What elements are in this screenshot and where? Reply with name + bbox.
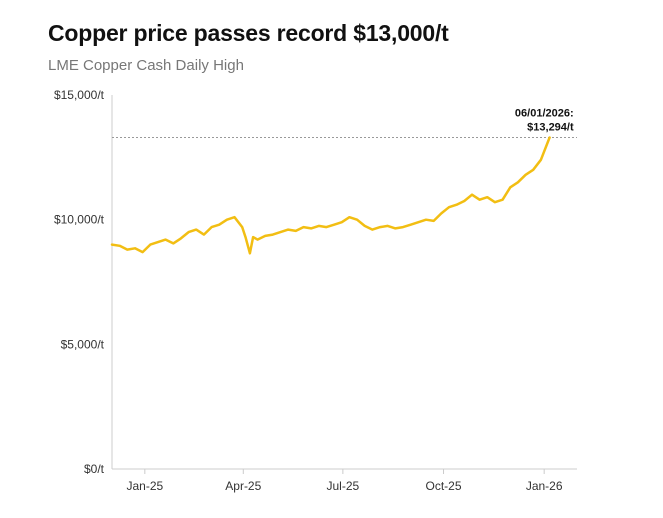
data-point [364,225,366,227]
data-point [471,194,473,196]
data-point [341,221,343,223]
data-point [119,245,121,247]
data-point [318,225,320,227]
data-point [226,219,228,221]
data-point [149,244,151,246]
data-point [371,229,373,231]
chart-title: Copper price passes record $13,000/t [48,20,449,46]
data-point [233,216,236,218]
data-point [325,226,327,228]
data-point [295,230,297,232]
data-point [180,237,182,239]
data-point [211,226,213,228]
data-point [549,136,551,139]
data-point [463,200,465,202]
y-tick-label: $15,000/t [54,88,105,102]
data-point [252,236,254,238]
data-point [517,181,519,183]
x-axis: Jan-25 Apr-25 Jul-25 Oct-25 Jan-26 [112,468,577,493]
data-point [279,231,282,233]
data-point [203,234,205,236]
data-point [356,219,358,221]
data-point [394,227,396,229]
data-point [525,174,527,176]
data-point [188,231,190,233]
data-point [333,224,335,226]
data-point [387,225,389,227]
annotation-value: $13,294/t [527,122,574,134]
series-group [110,136,551,255]
data-point [486,196,488,198]
data-point [379,226,381,228]
data-point [272,234,274,236]
data-point [111,244,113,246]
data-point [433,220,435,222]
data-point [157,241,159,243]
y-tick-label: $5,000/t [61,337,105,351]
data-point [502,199,504,201]
data-point [126,249,128,251]
data-point [195,229,197,231]
data-point [448,206,450,208]
data-point [256,239,259,241]
data-point [310,227,312,229]
data-point [402,226,404,228]
data-point [134,247,136,249]
data-point [172,242,174,244]
x-tick-label: Jul-25 [327,479,360,493]
annotation-group: 06/01/2026: $13,294/t [112,108,577,139]
data-point [348,216,350,218]
x-tick-label: Apr-25 [225,479,261,493]
data-point [244,236,247,238]
chart-subtitle: LME Copper Cash Daily High [48,57,244,74]
data-point [479,199,481,201]
data-point [456,204,458,206]
data-point [540,159,542,161]
data-point [302,226,305,228]
y-tick-label: $10,000/t [54,213,105,227]
price-series-line [110,136,551,255]
data-point [264,235,266,237]
data-point [241,226,243,228]
data-point [425,219,427,221]
data-point [165,239,167,241]
data-point [509,186,511,188]
data-point [440,212,442,214]
x-tick-label: Oct-25 [426,479,462,493]
y-tick-label: $0/t [84,462,105,476]
data-point [287,229,289,231]
x-tick-label: Jan-25 [126,479,163,493]
data-point [249,252,251,254]
data-point [532,169,534,171]
data-point [417,221,419,223]
annotation-date: 06/01/2026: [515,108,574,120]
data-point [142,251,144,253]
x-tick-label: Jan-26 [526,479,563,493]
data-point [410,224,412,226]
data-point [494,201,496,203]
data-point [218,224,220,226]
y-axis: $0/t $5,000/t $10,000/t $15,000/t [54,88,113,476]
